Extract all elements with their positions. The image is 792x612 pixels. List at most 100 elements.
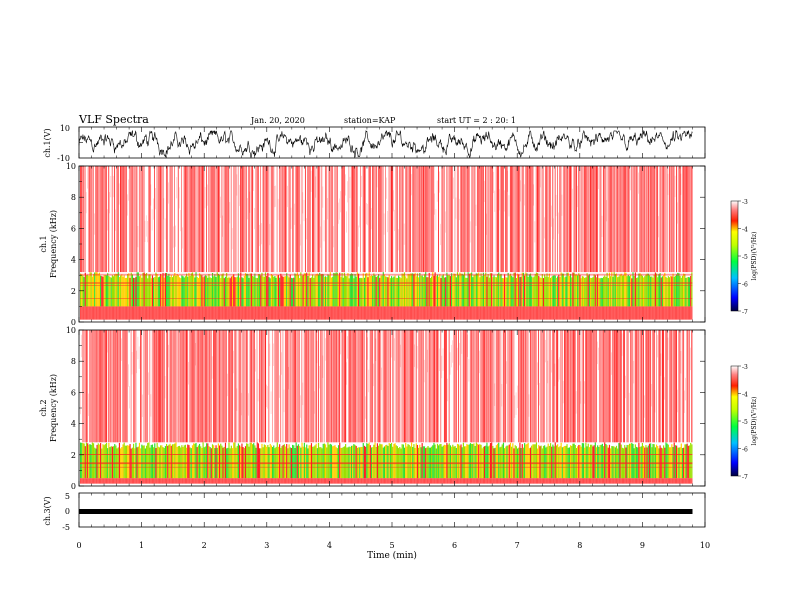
spectrogram-low-column bbox=[209, 478, 211, 484]
spectrogram-noise-column bbox=[105, 330, 108, 443]
spectrogram-band-column bbox=[217, 273, 219, 307]
spectrogram-band-column bbox=[118, 442, 121, 479]
spectrogram-band-column bbox=[224, 276, 227, 307]
spectrogram-band-column bbox=[352, 445, 354, 479]
spectrogram-band-column bbox=[257, 443, 260, 479]
spectrogram-band-column bbox=[141, 277, 143, 307]
spectrogram-band-column bbox=[476, 443, 479, 479]
spectrogram-band-column bbox=[394, 275, 396, 307]
spectrogram-low-column bbox=[552, 478, 554, 484]
spectrogram-band-column bbox=[671, 276, 673, 307]
spectrogram-noise-column bbox=[555, 330, 557, 443]
spectrogram-band-column bbox=[519, 442, 521, 479]
spectrogram-low-column bbox=[586, 478, 588, 484]
spectrogram-low-column bbox=[83, 306, 85, 320]
spectrogram-low-column bbox=[622, 478, 625, 484]
spectrogram-band-column bbox=[122, 276, 124, 307]
spectrogram-noise-column bbox=[250, 330, 252, 443]
spectrogram-low-column bbox=[379, 478, 381, 484]
spectrogram-low-column bbox=[661, 306, 664, 320]
spectrogram-noise-column bbox=[597, 166, 598, 273]
spectrogram-noise-column bbox=[214, 330, 216, 443]
spectrogram-noise-column bbox=[585, 166, 587, 273]
spectrogram-noise-column bbox=[624, 330, 625, 443]
spectrogram-noise-column bbox=[131, 166, 133, 273]
spectrogram-low-column bbox=[204, 306, 207, 320]
spectrogram-band-column bbox=[114, 274, 116, 307]
spectrogram-low-column bbox=[486, 478, 488, 484]
spectrogram-low-column bbox=[635, 306, 638, 320]
spectrogram-band-column bbox=[672, 273, 674, 307]
spectrogram-noise-column bbox=[466, 330, 468, 443]
spectrogram-low-column bbox=[332, 478, 334, 484]
spectrogram-band-column bbox=[251, 275, 254, 307]
spectrogram-noise-column bbox=[127, 330, 128, 443]
spectrogram-low-column bbox=[552, 306, 554, 320]
spectrogram-low-column bbox=[611, 306, 613, 320]
spectrogram-band-column bbox=[171, 444, 174, 479]
spectrogram-band-column bbox=[402, 273, 404, 307]
spectrogram-band-column bbox=[346, 276, 348, 307]
spectrogram-noise-column bbox=[190, 330, 192, 443]
spectrogram-noise-column bbox=[304, 166, 306, 273]
spectrogram-band-column bbox=[213, 445, 215, 479]
spectrogram-band-column bbox=[300, 272, 302, 307]
spectrogram-band-column bbox=[103, 275, 105, 307]
spectrogram-band-column bbox=[491, 273, 493, 307]
spectrogram-low-column bbox=[162, 478, 164, 484]
spectrogram-noise-column bbox=[654, 166, 656, 273]
spectrogram-low-column bbox=[187, 478, 189, 484]
spectrogram-band-column bbox=[492, 277, 494, 307]
spectrogram-low-column bbox=[115, 306, 117, 320]
spectrogram-noise-column bbox=[295, 330, 297, 443]
spectrogram-noise-column bbox=[390, 166, 393, 273]
spectrogram-low-column bbox=[316, 478, 318, 484]
spectrogram-noise-column bbox=[123, 166, 125, 273]
spectrogram-noise-column bbox=[389, 330, 391, 443]
spectrogram-band-column bbox=[469, 273, 472, 307]
spectrogram-low-column bbox=[341, 306, 343, 320]
spectrogram-low-column bbox=[632, 478, 634, 484]
spectrogram-low-column bbox=[402, 306, 404, 320]
spectrogram-noise-column bbox=[276, 166, 278, 273]
spectrogram-low-column bbox=[620, 306, 622, 320]
spectrogram-band-column bbox=[140, 275, 142, 307]
spectrogram-low-column bbox=[475, 306, 477, 320]
spectrogram-noise-column bbox=[239, 330, 241, 443]
spectrogram-band-column bbox=[184, 276, 187, 307]
spectrogram-low-column bbox=[200, 306, 202, 320]
spectrogram-band-column bbox=[466, 443, 468, 479]
spectrogram-low-column bbox=[587, 478, 589, 484]
spectrogram-noise-column bbox=[518, 330, 520, 443]
spectrogram-band-column bbox=[548, 273, 550, 307]
spectrogram-noise-column bbox=[210, 166, 212, 273]
spectrogram-low-column bbox=[482, 478, 484, 484]
spectrogram-noise-column bbox=[460, 330, 462, 443]
spectrogram-band-column bbox=[306, 444, 308, 479]
spectrogram-band-column bbox=[393, 443, 395, 479]
spectrogram-noise-column bbox=[147, 330, 148, 443]
spectrogram-low-column bbox=[102, 306, 104, 320]
spectrogram-noise-column bbox=[602, 166, 604, 273]
spectrogram-band-column bbox=[211, 444, 214, 479]
spectrogram-low-column bbox=[654, 478, 656, 484]
spectrogram-band-column bbox=[413, 274, 415, 307]
spectrogram-low-column bbox=[452, 306, 454, 320]
spectrogram-band-column bbox=[255, 277, 257, 307]
spectrogram-noise-column bbox=[538, 330, 540, 443]
spectrogram-noise-column bbox=[289, 330, 291, 443]
spectrogram-band-column bbox=[359, 278, 361, 307]
spectrogram-low-column bbox=[362, 478, 364, 484]
spectrogram-low-column bbox=[310, 478, 313, 484]
spectrogram-band-column bbox=[268, 277, 270, 307]
spectrogram-band-column bbox=[491, 442, 493, 479]
spectrogram-low-column bbox=[431, 306, 433, 320]
spectrogram-low-column bbox=[593, 306, 595, 320]
spectrogram-low-column bbox=[495, 478, 497, 484]
spectrogram-band-column bbox=[273, 276, 275, 307]
spectrogram-band-column bbox=[393, 276, 395, 307]
spectrogram-band-column bbox=[473, 275, 475, 307]
spectrogram-low-column bbox=[584, 306, 586, 320]
spectrogram-band-column bbox=[180, 278, 182, 307]
spectrogram-low-column bbox=[584, 478, 586, 484]
